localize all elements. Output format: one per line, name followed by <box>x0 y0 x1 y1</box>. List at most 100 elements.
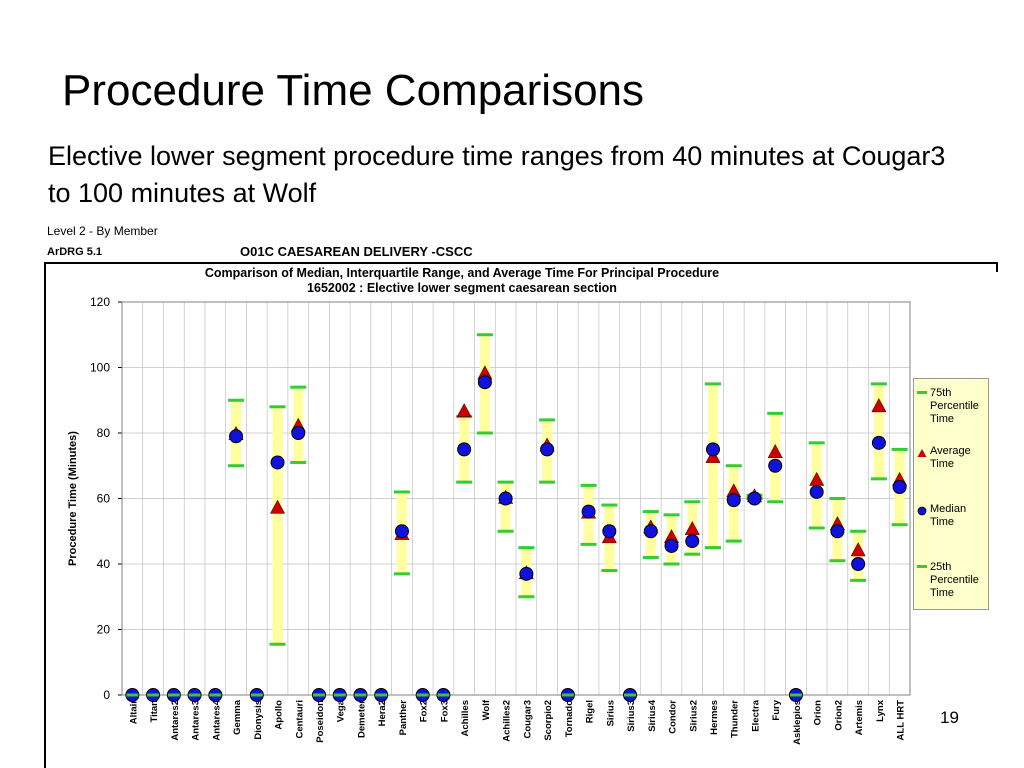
zero-percentile-mark <box>375 693 388 697</box>
x-tick-label: Achilles2 <box>502 700 513 742</box>
legend-label-75th: 75th Percentile Time <box>930 387 979 425</box>
y-tick-label: 20 <box>97 623 111 637</box>
percentile-75-mark <box>870 382 887 386</box>
percentile-75-mark <box>290 385 307 389</box>
x-tick-label: Altair <box>128 700 139 725</box>
legend-label-25th: 25th Percentile Time <box>930 561 979 599</box>
zero-percentile-mark <box>624 693 637 697</box>
zero-percentile-mark <box>789 693 802 697</box>
median-point <box>498 491 513 506</box>
zero-percentile-mark <box>437 693 450 697</box>
x-tick-label: Antares3 <box>191 700 202 741</box>
percentile-75-mark <box>725 464 742 468</box>
x-tick-label: ALL HRT <box>896 700 907 741</box>
x-tick-label: Scorpio2 <box>543 700 554 741</box>
percentile-75-mark <box>393 490 410 494</box>
percentile-25-mark <box>518 595 535 599</box>
legend-green-dash-icon <box>917 565 927 568</box>
percentile-25-mark <box>870 477 887 481</box>
percentile-75-mark <box>269 405 286 409</box>
zero-percentile-mark <box>167 693 180 697</box>
x-tick-label: Antares2 <box>170 700 181 741</box>
median-point <box>768 458 783 473</box>
x-tick-label: Gemma <box>232 699 243 735</box>
percentile-75-mark <box>850 529 867 533</box>
chart-frame-top <box>44 262 998 264</box>
x-tick-label: Fury <box>771 699 782 720</box>
percentile-25-mark <box>663 562 680 566</box>
x-tick-label: Tornado <box>564 700 575 737</box>
x-tick-label: Demeter <box>356 700 367 738</box>
interquartile-range-bar <box>272 406 283 645</box>
median-point <box>581 504 596 519</box>
percentile-75-mark <box>539 418 556 422</box>
median-point <box>830 524 845 539</box>
percentile-25-mark <box>539 480 556 484</box>
y-tick-label: 100 <box>90 361 110 375</box>
median-point <box>519 566 534 581</box>
percentile-75-mark <box>767 411 784 415</box>
level-label: Level 2 - By Member <box>47 224 158 238</box>
percentile-25-mark <box>808 526 825 530</box>
percentile-25-mark <box>393 572 410 576</box>
x-tick-label: Sirius3 <box>626 700 637 732</box>
zero-percentile-mark <box>333 693 346 697</box>
x-tick-label: Poseidon <box>315 700 326 743</box>
median-point <box>685 534 700 549</box>
x-tick-label: Panther <box>398 700 409 736</box>
slide-title: Procedure Time Comparisons <box>62 66 645 115</box>
zero-percentile-mark <box>209 693 222 697</box>
interquartile-range-bar <box>873 383 884 479</box>
median-point <box>706 442 720 457</box>
zero-percentile-mark <box>354 693 367 697</box>
median-point <box>851 557 866 571</box>
percentile-25-mark <box>476 431 493 435</box>
chart-title-line1: Comparison of Median, Interquartile Rang… <box>204 266 720 280</box>
drg-label: O01C CAESAREAN DELIVERY -CSCC <box>240 244 473 259</box>
percentile-75-mark <box>891 447 908 451</box>
percentile-75-mark <box>476 333 493 337</box>
average-point <box>270 499 286 514</box>
x-tick-label: Thunder <box>730 700 741 738</box>
legend-blue-circle-icon <box>917 506 927 516</box>
median-point <box>457 442 472 457</box>
median-point <box>809 484 824 499</box>
x-tick-label: Sirius4 <box>647 699 658 731</box>
percentile-25-mark <box>456 480 473 484</box>
legend-green-dash-icon <box>917 391 927 394</box>
percentile-75-mark <box>829 497 846 500</box>
x-tick-label: Apollo <box>274 700 285 730</box>
x-tick-label: Hermes <box>709 700 720 735</box>
chart-title: Comparison of Median, Interquartile Rang… <box>122 266 802 296</box>
x-tick-label: Dionysis <box>253 700 264 740</box>
legend-red-triangle-icon <box>917 449 927 457</box>
y-tick-label: 40 <box>97 557 111 571</box>
chart-legend: 75th Percentile Time Average Time Median… <box>913 378 989 610</box>
median-point <box>726 493 741 508</box>
average-point <box>871 398 887 413</box>
x-tick-label: Orion2 <box>833 700 844 731</box>
y-tick-label: 60 <box>97 492 111 506</box>
x-tick-label: Asklepios <box>792 700 803 745</box>
median-point <box>643 524 658 539</box>
slide-number: 19 <box>940 708 959 727</box>
zero-percentile-mark <box>561 693 574 697</box>
legend-label-average: Average Time <box>930 445 971 470</box>
median-point <box>664 538 679 553</box>
x-tick-label: Achilles <box>460 700 471 736</box>
plot-border <box>121 301 911 696</box>
median-point <box>602 524 617 539</box>
percentile-75-mark <box>497 480 514 484</box>
percentile-25-mark <box>705 546 721 550</box>
slide-subtitle: Elective lower segment procedure time ra… <box>48 141 946 208</box>
median-point <box>291 426 306 440</box>
percentile-25-mark <box>850 578 867 582</box>
percentile-75-mark <box>228 398 245 402</box>
percentile-75-mark <box>642 510 659 514</box>
percentile-75-mark <box>663 513 680 517</box>
x-tick-label: Fox2 <box>419 700 430 722</box>
x-tick-label: Electra <box>750 699 761 731</box>
y-tick-label: 80 <box>97 426 111 440</box>
zero-percentile-mark <box>416 693 429 697</box>
